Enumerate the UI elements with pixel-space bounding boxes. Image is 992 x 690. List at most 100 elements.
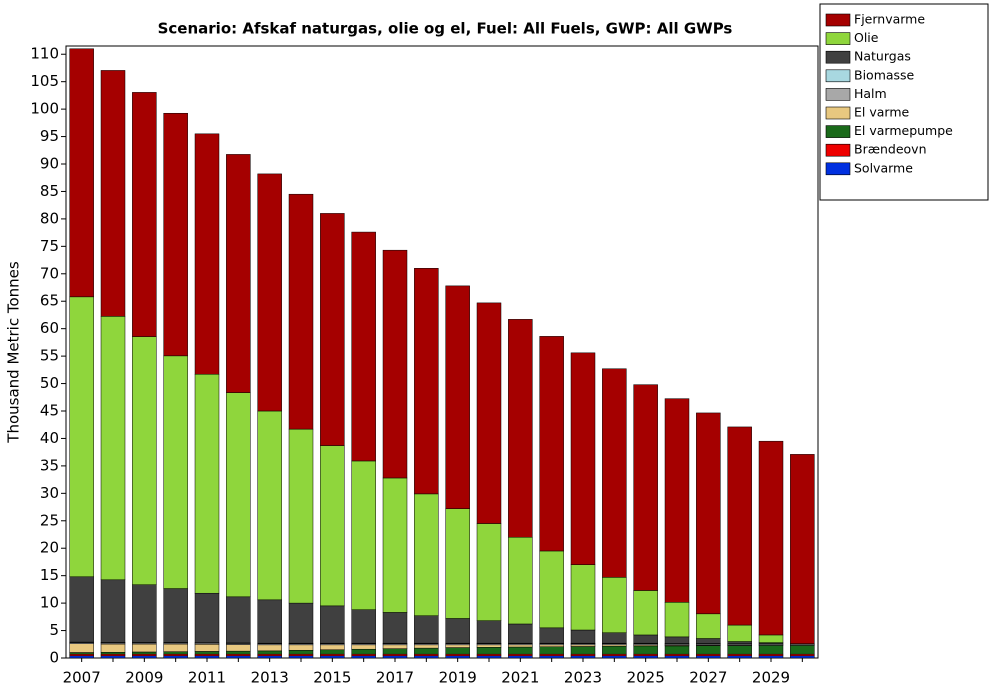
bar-segment: [382, 655, 408, 659]
bar-segment: [696, 613, 721, 639]
bar-segment: [445, 644, 470, 648]
bar-segment: [664, 655, 690, 659]
bar-segment: [476, 644, 502, 648]
legend-label: El varmepumpe: [854, 123, 953, 138]
bar-segment: [351, 609, 376, 644]
legend-label: Halm: [854, 86, 887, 101]
y-tick-label: 85: [40, 182, 59, 200]
bar-segment: [100, 651, 126, 655]
bar-segment: [132, 651, 157, 655]
bar-segment: [132, 92, 157, 337]
chart-subtitle: Scenario: Afskaf naturgas, olie og el, F…: [158, 20, 733, 38]
bar-segment: [257, 655, 282, 659]
bar-segment: [288, 655, 314, 659]
bar-segment: [570, 655, 596, 659]
bar-segment: [194, 133, 220, 375]
bar-segment: [132, 643, 157, 653]
bar-segment: [696, 638, 721, 644]
x-tick-label: 2019: [439, 669, 477, 687]
bar-segment: [508, 655, 533, 659]
y-tick-label: 80: [40, 209, 59, 227]
bar-segment: [351, 644, 376, 650]
bar-segment: [288, 650, 314, 655]
legend-label: Biomasse: [854, 67, 915, 82]
bar-segment: [69, 48, 94, 298]
bar-segment: [382, 648, 408, 655]
bar-segment: [69, 576, 94, 643]
bar-segment: [476, 302, 502, 524]
bar-segment: [351, 648, 376, 655]
bar-segment: [163, 643, 188, 652]
bar-segment: [414, 644, 439, 649]
legend-label: Solvarme: [854, 160, 913, 175]
bar-segment: [100, 643, 126, 653]
y-tick-label: 30: [40, 484, 59, 502]
bar-segment: [382, 249, 408, 479]
bar-segment: [163, 355, 188, 589]
x-tick-label: 2015: [313, 669, 351, 687]
bar-segment: [194, 592, 220, 643]
bar-segment: [288, 428, 314, 604]
bar-segment: [257, 173, 282, 412]
bar-segment: [727, 624, 752, 642]
x-tick-label: 2009: [125, 669, 163, 687]
bar-segment: [320, 605, 345, 644]
bar-segment: [602, 577, 627, 634]
bar-segment: [539, 655, 564, 659]
bar-segment: [194, 655, 220, 659]
bar-segment: [320, 655, 345, 659]
bar-segment: [727, 655, 752, 659]
bar-segment: [508, 623, 533, 644]
bar-segment: [508, 319, 533, 538]
bar-segment: [100, 579, 126, 643]
plot-area: [65, 45, 819, 659]
y-tick-label: 5: [49, 621, 59, 639]
legend-swatch: [825, 143, 851, 157]
bar-segment: [288, 644, 314, 651]
y-tick-label: 65: [40, 292, 59, 310]
legend-label: Naturgas: [854, 49, 911, 64]
bar-segment: [696, 645, 721, 655]
y-tick-label: 110: [30, 45, 59, 63]
bar-segment: [539, 336, 564, 552]
y-tick-label: 10: [40, 594, 59, 612]
bar-segment: [226, 650, 251, 655]
bar-segment: [226, 154, 251, 393]
bar-segment: [163, 651, 188, 655]
legend-swatch: [825, 69, 851, 83]
bar-segment: [476, 523, 502, 621]
bar-segment: [602, 655, 627, 659]
bar-segment: [508, 536, 533, 625]
bar-segment: [790, 645, 815, 655]
bar-segment: [351, 655, 376, 659]
legend-swatch: [825, 106, 851, 120]
bar-segment: [382, 644, 408, 649]
y-tick-label: 70: [40, 264, 59, 282]
bar-segment: [727, 641, 752, 644]
y-tick-label: 15: [40, 566, 59, 584]
y-tick-label: 25: [40, 511, 59, 529]
legend-swatch: [825, 88, 851, 101]
bar-segment: [476, 647, 502, 655]
bar-segment: [602, 368, 627, 578]
bar-segment: [539, 550, 564, 629]
y-tick-label: 20: [40, 539, 59, 557]
bar-segment: [100, 70, 126, 317]
bar-segment: [69, 296, 94, 578]
bar-segment: [226, 655, 251, 659]
bar-segment: [758, 645, 784, 655]
bar-segment: [100, 655, 126, 659]
bar-segment: [320, 213, 345, 446]
y-tick-label: 90: [40, 155, 59, 173]
bar-segment: [602, 645, 627, 655]
bar-segment: [790, 454, 815, 644]
bar-segment: [445, 655, 470, 659]
bar-segment: [696, 412, 721, 615]
bar-segment: [539, 646, 564, 655]
y-tick-label: 105: [30, 72, 59, 90]
bar-segment: [696, 655, 721, 659]
bar-segment: [414, 655, 439, 659]
bar-segment: [257, 644, 282, 652]
bar-segment: [570, 629, 596, 644]
